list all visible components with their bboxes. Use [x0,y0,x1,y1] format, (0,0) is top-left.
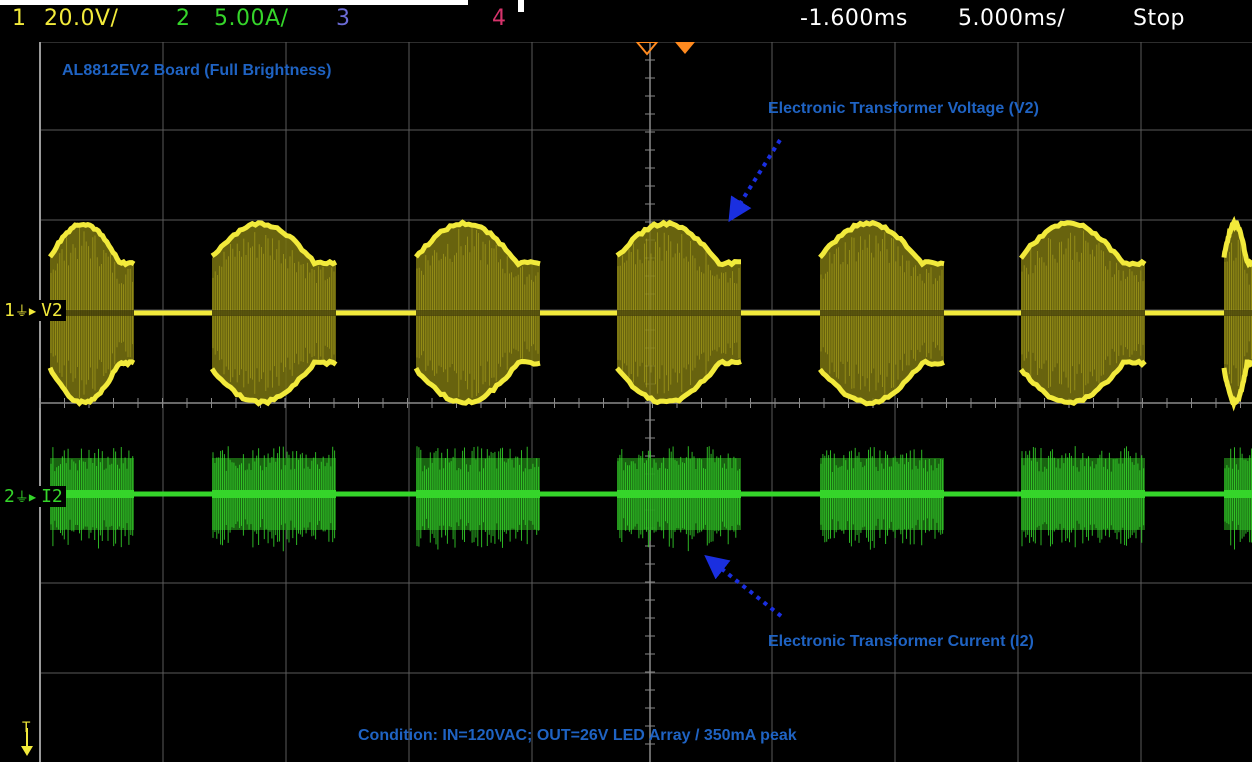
v2-burst-core [416,310,540,316]
waveform-traces [47,215,1252,552]
current-arrow [704,555,783,618]
ch2-scale[interactable]: 5.00A/ [214,6,289,31]
ch1-pointer-icon: ▶ [28,303,37,318]
status-bar: 1 20.0V/ 2 5.00A/ 3 4 -1.600ms 5.000ms/ … [0,0,1252,42]
ground-icon: ⏚ [14,303,29,320]
time-offset[interactable]: -1.600ms [800,6,908,31]
condition-note: Condition: IN=120VAC; OUT=26V LED Array … [358,727,797,744]
v2-envelope-top [414,219,541,268]
ch1-number[interactable]: 1 [12,6,27,31]
board-title: AL8812EV2 Board (Full Brightness) [62,62,332,79]
ch2-number[interactable]: 2 [176,6,191,31]
ch1-trace-label: V2 [38,300,66,321]
ch1-scale[interactable]: 20.0V/ [44,6,119,31]
status-bar-tick [518,0,524,12]
i2-burst-core [617,490,741,498]
v2-envelope-top [210,220,338,267]
trigger-delay-marker [634,41,660,56]
run-stop-status[interactable]: Stop [1133,6,1186,31]
current-annotation: Electronic Transformer Current (I2) [768,633,1034,650]
ch3-number[interactable]: 3 [336,6,351,31]
v2-envelope-bottom [209,358,338,407]
trigger-position-markers [634,41,695,56]
trigger-level-marker [21,728,33,756]
i2-burst-core [212,490,336,498]
ch1-ground-marker[interactable]: 1 ⏚ ▶ V2 [4,300,66,321]
trigger-reference-marker [675,42,695,54]
v2-envelope-bottom [615,358,742,406]
ch2-trace-label: I2 [38,486,66,507]
i2-burst-core [1224,490,1252,498]
ch4-number[interactable]: 4 [492,6,507,31]
v2-envelope-top [1019,220,1147,268]
v2-burst-core [212,310,336,316]
ch2-marker-number: 2 [4,486,15,507]
voltage-arrow [728,138,782,223]
ch2-pointer-icon: ▶ [28,489,37,504]
status-bar-highlight [0,0,468,5]
i2-burst-core [416,490,540,498]
v2-burst-core [1021,310,1145,316]
trigger-marker-label: T [22,720,31,736]
v2-envelope-bottom [818,358,945,407]
ground-icon: ⏚ [14,489,29,506]
v2-envelope-bottom [1018,358,1147,407]
ch2-ground-marker[interactable]: 2 ⏚ ▶ I2 [4,486,66,507]
voltage-annotation: Electronic Transformer Voltage (V2) [768,100,1039,117]
i2-burst-core [1021,490,1145,498]
i2-burst-core [820,490,944,498]
v2-burst-core [50,310,134,316]
v2-burst-core [820,310,944,316]
v2-burst-core [617,310,741,316]
v2-envelope-top [818,220,945,268]
v2-burst-core [1224,310,1252,316]
v2-envelope-bottom [413,359,541,406]
time-scale[interactable]: 5.000ms/ [958,6,1066,31]
i2-burst-core [50,490,134,498]
annotation-arrows [704,138,783,618]
v2-envelope-top [615,219,741,268]
v2-envelope-top [1221,215,1252,269]
v2-envelope-bottom [1221,359,1252,412]
v2-envelope-top [48,221,136,268]
v2-envelope-bottom [47,359,136,407]
ch1-marker-number: 1 [4,300,15,321]
